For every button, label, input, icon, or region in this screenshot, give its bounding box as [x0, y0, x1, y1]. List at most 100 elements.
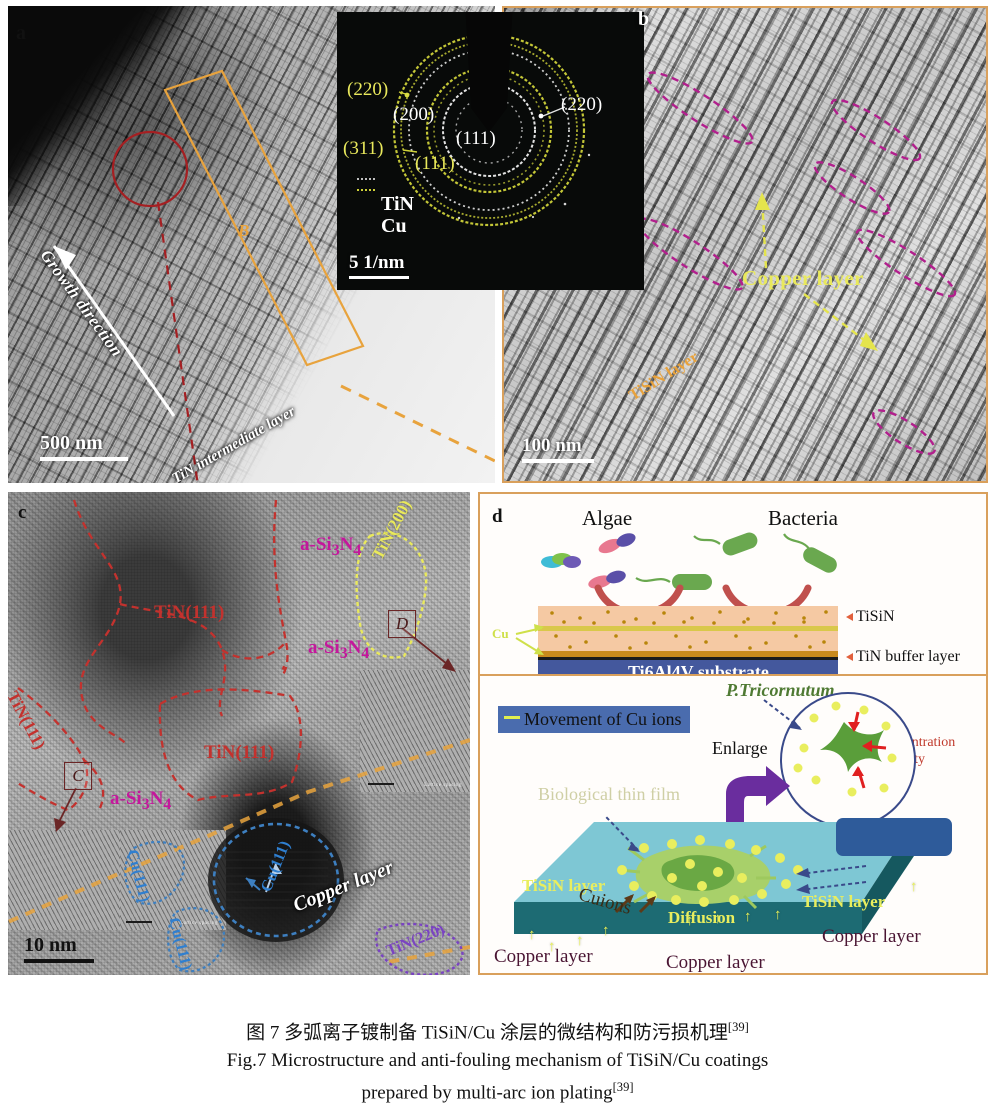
biological-thin-film-label: Biological thin film	[538, 784, 680, 804]
asi3n4-3-n: N	[149, 788, 164, 809]
cu-up-arrow-2: ↑	[548, 939, 556, 955]
copper-layer-mid-label: Copper layer	[666, 952, 765, 973]
cu-up-arrow-7: ↑	[744, 909, 752, 925]
panel-a-scalebar-label: 500 nm	[40, 432, 103, 454]
asi3n4-1-sub2: 4	[353, 541, 362, 559]
bacteria-cells	[635, 532, 837, 590]
saed-label-220-yellow: (220)	[347, 79, 389, 100]
cu-ions-legend: Movement of Cu ions	[498, 706, 690, 733]
figure-caption: 图 7 多弧离子镀制备 TiSiN/Cu 涂层的微结构和防污损机理[39] Fi…	[0, 1012, 995, 1107]
panel-c-asi3n4-label-2: a-Si3N4	[308, 637, 369, 663]
panel-b-scalebar-label: 100 nm	[522, 435, 582, 456]
enlarge-label: Enlarge	[712, 738, 768, 758]
tisin-layer-left-label: TiSiN layer	[522, 876, 606, 895]
panel-c-tin111-mid-label: TiN(111)	[204, 742, 275, 763]
cu-arrows	[515, 624, 544, 655]
tisin-pointer-label: TiSiN	[846, 608, 895, 626]
cu-interlayer	[538, 626, 838, 631]
asi3n4-3-prefix: a-Si	[110, 788, 142, 809]
coating-slab-3d	[514, 816, 914, 934]
panel-d-letter: d	[492, 506, 503, 527]
caption-chinese-line: 图 7 多弧离子镀制备 TiSiN/Cu 涂层的微结构和防污损机理[39]	[0, 1012, 995, 1048]
panel-c-scalebar-bar	[24, 959, 94, 963]
tin-buffer-pointer-label: TiN buffer layer	[846, 648, 960, 666]
saed-label-220-white: (220)	[561, 94, 603, 115]
enlarge-circle-content	[793, 701, 897, 797]
panel-c-tin111-top-label: TiN(111)	[154, 602, 225, 623]
saed-inset: (220) (200) (311) (111) (111) (220) TiN …	[337, 12, 644, 290]
asi3n4-2-n: N	[347, 637, 362, 658]
copper-layer-right-label: Copper layer	[822, 926, 921, 947]
panel-c-scalebar: 10 nm	[24, 934, 94, 963]
cu-source-label: Cu	[492, 626, 509, 641]
caption-english-line2: prepared by multi-arc ion plating[39]	[0, 1074, 995, 1106]
saed-scalebar: 5 1/nm	[349, 252, 409, 279]
tisin-bottom-layer	[538, 631, 838, 651]
inset-c-scale-text: Lattice spacing	[180, 921, 218, 926]
panel-c-image: Lattice spacing Lattice spacing	[8, 492, 470, 975]
bacteria-label: Bacteria	[768, 506, 838, 530]
panel-b-overlay	[636, 71, 957, 455]
panel-c-inset-d-lattice: Lattice spacing	[360, 670, 470, 792]
panel-a-scalebar-bar	[40, 457, 128, 461]
diffusion-label: Diffusion	[668, 908, 736, 927]
inset-d-scalebar	[368, 783, 394, 785]
panel-c-asi3n4-label-1: a-Si3N4	[300, 534, 361, 560]
tin-buffer-label-text: TiN buffer layer	[856, 648, 960, 665]
coating-stack: Ti6Al4V substrate	[538, 606, 838, 686]
tisin-layer-right-label: TiSiN layer	[802, 892, 886, 911]
p-tricornutum-label: P.Tricornutum	[726, 680, 835, 700]
caption-english-line1: Fig.7 Microstructure and anti-fouling me…	[226, 1050, 769, 1072]
algae-cells	[541, 533, 636, 589]
panel-a-letter: a	[16, 22, 26, 44]
asi3n4-1-sub1: 3	[331, 541, 340, 559]
panel-d-bottom-schematic: Movement of Cu ions P.Tricornutum Enlarg…	[480, 676, 986, 973]
saed-legend-tin: TiN	[381, 193, 414, 215]
region-b-label: B	[238, 221, 250, 240]
saed-legend-cu: Cu	[381, 215, 407, 237]
cu-up-arrow-1: ↑	[528, 927, 536, 943]
cu-up-arrow-3: ↑	[576, 933, 584, 949]
panel-c-marker-c: C	[64, 762, 92, 790]
cu-ions-legend-arrow-icon	[504, 716, 520, 719]
panel-c-asi3n4-label-3: a-Si3N4	[110, 788, 171, 814]
algae-label: Algae	[582, 506, 633, 530]
panel-c-overlay	[8, 499, 470, 975]
saed-label-311-yellow: (311)	[343, 138, 384, 159]
inset-c-scalebar	[126, 921, 152, 923]
inset-d-scale-text: Lattice spacing	[424, 783, 462, 788]
asi3n4-2-prefix: a-Si	[308, 637, 340, 658]
movement-of-cu-ions-label: Movement of Cu ions	[524, 709, 682, 729]
tisin-top-layer	[538, 606, 838, 626]
tin-buffer-dark-line	[538, 657, 838, 660]
tin-buffer-layer-band	[538, 651, 838, 657]
asi3n4-1-n: N	[339, 534, 354, 555]
caption-english-text2: prepared by multi-arc ion plating	[361, 1082, 613, 1104]
caption-chinese-ref: [39]	[727, 1020, 749, 1034]
cu-up-arrow-9: ↑	[910, 879, 918, 895]
panel-c-letter: c	[18, 502, 27, 523]
cu-up-arrow-4: ↑	[602, 923, 610, 939]
caption-chinese-text: 图 7 多弧离子镀制备 TiSiN/Cu 涂层的微结构和防污损机理	[246, 1022, 728, 1044]
p-tricornutum-pointer	[763, 699, 802, 730]
tisin-label-text: TiSiN	[856, 608, 895, 625]
panel-b-scalebar: 100 nm	[522, 435, 594, 463]
cu-particle-dots	[550, 610, 828, 650]
panel-b-letter: b	[638, 8, 650, 30]
panel-d: d Algae Bacteria	[478, 492, 988, 975]
cu-up-arrow-8: ↑	[774, 907, 782, 923]
saed-label-111-yellow: (111)	[415, 153, 455, 174]
panel-c-scalebar-label: 10 nm	[24, 934, 77, 956]
cu-up-arrow-5: ↑	[686, 913, 694, 929]
panel-a-overlay	[52, 69, 495, 483]
blue-label-plate	[836, 818, 952, 856]
panel-a-scalebar: 500 nm	[40, 432, 128, 461]
panel-d-top-schematic: d Algae Bacteria	[480, 494, 986, 686]
panel-b-copper-layer-label: Copper layer	[742, 266, 864, 290]
panel-b-scalebar-bar	[522, 459, 594, 463]
saed-rings	[357, 12, 591, 227]
asi3n4-3-sub1: 3	[141, 795, 150, 813]
copper-layer-left-label: Copper layer	[494, 946, 593, 967]
asi3n4-2-sub2: 4	[361, 644, 370, 662]
